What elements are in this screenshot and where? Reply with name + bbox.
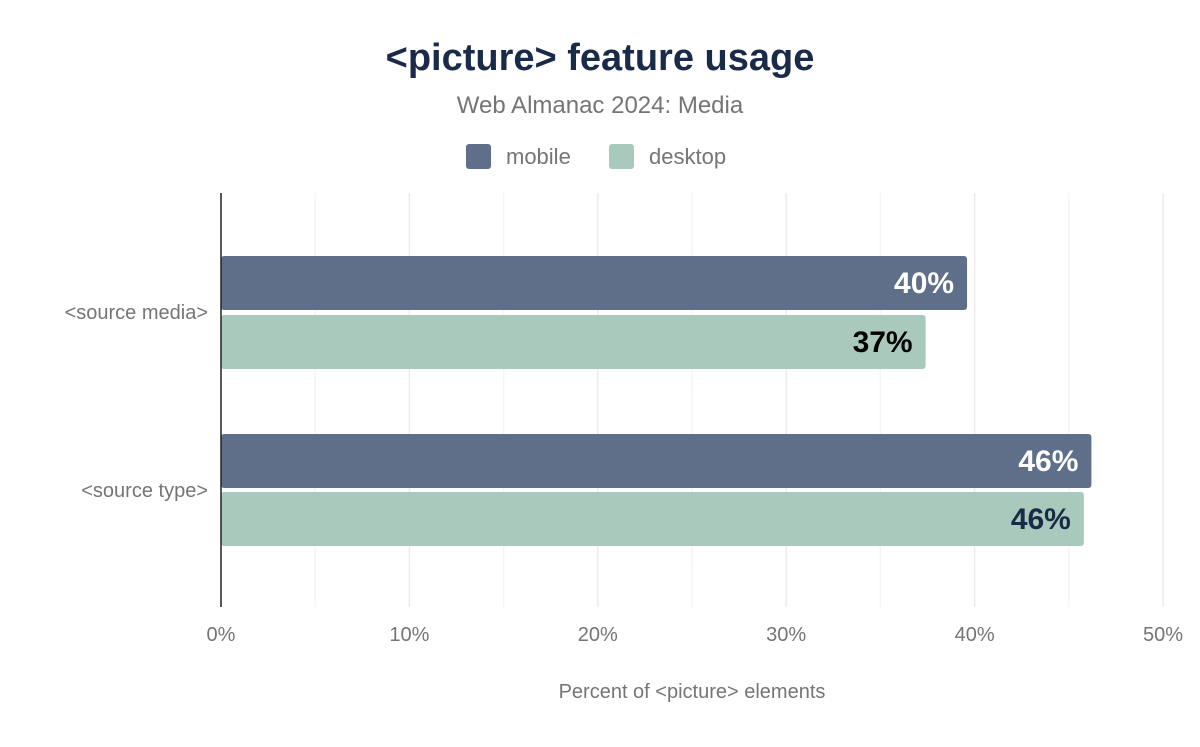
data-label-mobile: 40% xyxy=(894,267,954,300)
x-tick-label: 10% xyxy=(389,624,429,646)
data-label-desktop: 37% xyxy=(853,326,913,359)
x-tick-label: 20% xyxy=(578,624,618,646)
chart-title: <picture> feature usage xyxy=(386,37,815,79)
data-label-desktop: 46% xyxy=(1011,503,1071,536)
chart-subtitle: Web Almanac 2024: Media xyxy=(457,92,744,119)
legend-label-desktop: desktop xyxy=(649,144,726,169)
legend: mobile desktop xyxy=(466,144,726,169)
y-axis-labels: <source media> <source type> xyxy=(65,302,208,502)
data-label-mobile: 46% xyxy=(1018,445,1078,478)
y-tick-label: <source type> xyxy=(81,480,208,502)
bars: 40% 37% 46% 46% xyxy=(221,256,1092,546)
bar-mobile xyxy=(221,256,968,310)
x-tick-label: 50% xyxy=(1143,624,1183,646)
x-axis-labels: 0% 10% 20% 30% 40% 50% xyxy=(207,624,1184,646)
x-tick-label: 0% xyxy=(207,624,236,646)
bar-mobile xyxy=(221,434,1092,488)
x-tick-label: 40% xyxy=(955,624,995,646)
legend-swatch-desktop xyxy=(609,144,634,169)
y-tick-label: <source media> xyxy=(65,302,208,324)
x-tick-label: 30% xyxy=(766,624,806,646)
bar-desktop xyxy=(221,492,1084,546)
bar-desktop xyxy=(221,315,926,369)
x-axis-title: Percent of <picture> elements xyxy=(559,681,826,703)
legend-swatch-mobile xyxy=(466,144,491,169)
legend-label-mobile: mobile xyxy=(506,144,571,169)
